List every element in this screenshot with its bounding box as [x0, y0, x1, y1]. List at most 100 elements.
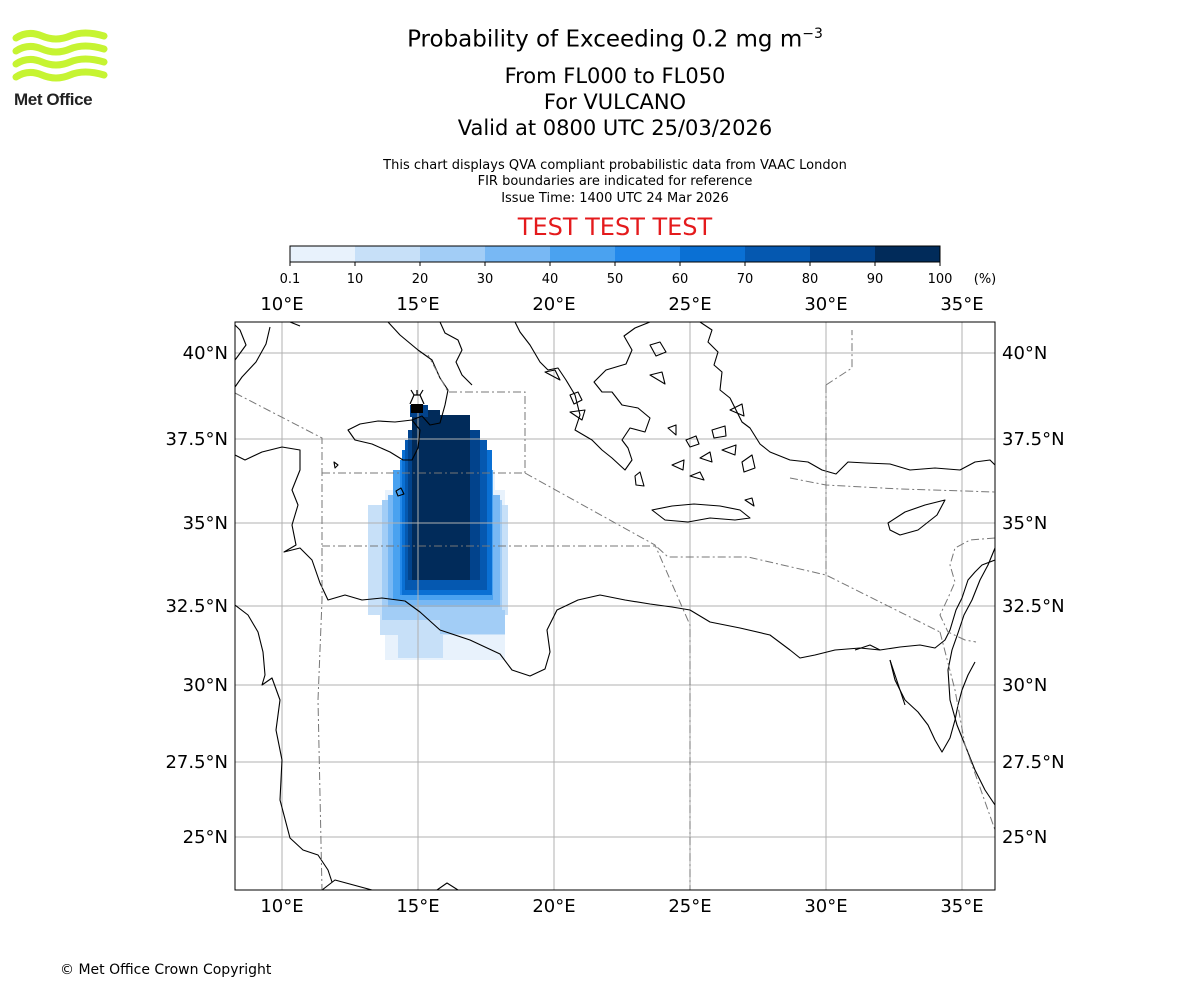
colorbar-tick-label: 80	[802, 272, 819, 287]
lon-label-bottom-15e: 15°E	[396, 896, 439, 917]
title-superscript: −3	[802, 26, 823, 42]
colorbar-tick-label: 30	[477, 272, 494, 287]
colorbar-unit: (%)	[974, 272, 997, 287]
colorbar-tick-label: 60	[672, 272, 689, 287]
colorbar-segment	[615, 246, 681, 262]
plume-cell	[398, 630, 443, 658]
lon-label-bottom-35e: 35°E	[940, 896, 983, 917]
lat-label-right-40n: 40°N	[1002, 343, 1047, 364]
lat-label-left-35n: 35°N	[183, 513, 228, 534]
lat-label-left-37-5n: 37.5°N	[165, 429, 228, 450]
subtitle-line-2: FIR boundaries are indicated for referen…	[477, 174, 753, 189]
lon-labels-bottom: 10°E 15°E 20°E 25°E 30°E 35°E	[260, 896, 983, 917]
plume-cell	[412, 415, 470, 580]
map-frame	[234, 321, 996, 891]
fir-boundary-athens-south	[789, 477, 995, 493]
coast-levant	[947, 547, 995, 806]
lat-label-left-30n: 30°N	[183, 675, 228, 696]
flight-levels: From FL000 to FL050	[504, 64, 726, 88]
lon-label-top-30e: 30°E	[804, 294, 847, 315]
lat-label-left-25n: 25°N	[183, 827, 228, 848]
fir-boundary-tunis-north	[235, 392, 323, 890]
logo-text: Met Office	[14, 90, 93, 109]
lat-label-right-35n: 35°N	[1002, 513, 1047, 534]
lat-label-right-30n: 30°N	[1002, 675, 1047, 696]
colorbar-tick-label: 90	[867, 272, 884, 287]
colorbar-segment	[290, 246, 356, 262]
coast-greece	[514, 322, 651, 471]
colorbar-segment	[745, 246, 811, 262]
coast-sicily	[347, 419, 421, 461]
lon-label-top-35e: 35°E	[940, 294, 983, 315]
coast-red-sea	[889, 659, 976, 753]
lon-label-top-20e: 20°E	[532, 294, 575, 315]
issue-time: Issue Time: 1400 UTC 24 Mar 2026	[501, 191, 729, 206]
met-office-wave-icon	[12, 29, 108, 82]
test-banner: TEST TEST TEST	[517, 213, 713, 241]
lat-label-right-27-5n: 27.5°N	[1002, 752, 1065, 773]
lat-label-right-25n: 25°N	[1002, 827, 1047, 848]
coast-italy-east	[387, 322, 473, 426]
gridlines	[235, 322, 995, 890]
met-office-logo: Met Office	[12, 28, 112, 109]
fir-boundary-malta-west	[524, 472, 691, 890]
lon-label-bottom-30e: 30°E	[804, 896, 847, 917]
coast-malta	[333, 461, 405, 497]
coast-tunisia-west	[235, 604, 333, 883]
lat-label-right-32-5n: 32.5°N	[1002, 596, 1065, 617]
lat-label-right-37-5n: 37.5°N	[1002, 429, 1065, 450]
plume-cell	[440, 610, 505, 634]
fir-boundary-cyprus	[939, 537, 995, 643]
coast-crete	[651, 503, 751, 523]
coast-turkey	[699, 322, 995, 475]
fir-boundary-tripoli-east	[322, 545, 941, 633]
fir-boundaries	[235, 330, 995, 890]
lon-labels-top: 10°E 15°E 20°E 25°E 30°E 35°E	[260, 294, 983, 315]
coast-south-edge	[321, 879, 459, 890]
lon-label-bottom-20e: 20°E	[532, 896, 575, 917]
colorbar-tick-label: 0.1	[280, 272, 301, 287]
volcano-icon	[409, 389, 425, 413]
lon-label-top-10e: 10°E	[260, 294, 303, 315]
fir-boundary-tripoli-north	[322, 354, 526, 474]
lat-label-left-40n: 40°N	[183, 343, 228, 364]
lat-label-left-32-5n: 32.5°N	[165, 596, 228, 617]
colorbar-tick-label: 10	[347, 272, 364, 287]
lat-labels-left: 40°N 37.5°N 35°N 32.5°N 30°N 27.5°N 25°N	[165, 343, 228, 848]
coast-nile-delta	[854, 644, 881, 651]
coast-nile-valley	[889, 659, 906, 706]
title-main: Probability of Exceeding 0.2 mg m	[407, 26, 803, 53]
colorbar-segment	[550, 246, 616, 262]
lon-label-bottom-25e: 25°E	[668, 896, 711, 917]
chart-title: Probability of Exceeding 0.2 mg m−3	[315, 26, 915, 53]
colorbar-tick-label: 40	[542, 272, 559, 287]
volcano-name: For VULCANO	[543, 90, 687, 114]
colorbar-tick-label: 50	[607, 272, 624, 287]
colorbar-segment	[810, 246, 876, 262]
valid-time: Valid at 0800 UTC 25/03/2026	[457, 116, 773, 140]
coast-italy-west	[235, 322, 301, 388]
lat-labels-right: 40°N 37.5°N 35°N 32.5°N 30°N 27.5°N 25°N	[1002, 343, 1065, 848]
coast-north-africa	[235, 446, 995, 677]
colorbar-tick-label: 70	[737, 272, 754, 287]
fir-boundary-egypt-sinai	[939, 631, 995, 831]
colorbar-tick-label: 100	[928, 272, 953, 287]
lon-label-top-15e: 15°E	[396, 294, 439, 315]
lon-label-bottom-10e: 10°E	[260, 896, 303, 917]
colorbar-segment	[355, 246, 421, 262]
coast-cyprus	[887, 499, 946, 536]
colorbar-segment	[680, 246, 746, 262]
colorbar-tick-label: 20	[412, 272, 429, 287]
colorbar-segment	[875, 246, 941, 262]
lon-label-top-25e: 25°E	[668, 294, 711, 315]
colorbar: 0.1 10 20 30 40 50 60 70 80 90 100 (%)	[280, 245, 997, 287]
lat-label-left-27-5n: 27.5°N	[165, 752, 228, 773]
coast-sardinia	[235, 324, 247, 361]
copyright: © Met Office Crown Copyright	[60, 962, 272, 978]
colorbar-segment	[420, 246, 486, 262]
coastlines	[235, 322, 995, 890]
subtitle-line-1: This chart displays QVA compliant probab…	[383, 158, 847, 173]
coast-aegean-islands	[544, 341, 756, 507]
colorbar-segment	[485, 246, 551, 262]
